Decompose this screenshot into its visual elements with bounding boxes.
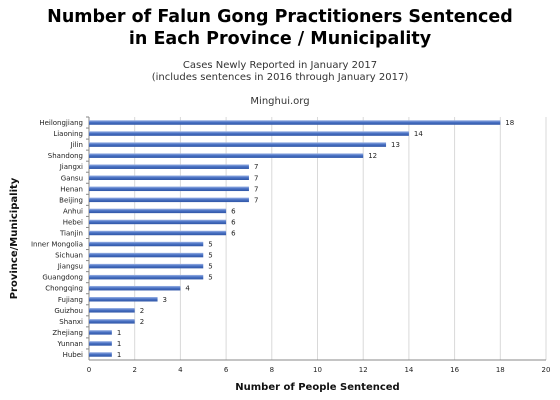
x-tick-label: 16 bbox=[450, 366, 459, 374]
bar-value-label: 7 bbox=[254, 196, 258, 204]
x-tick-label: 12 bbox=[359, 366, 368, 374]
bars bbox=[89, 120, 501, 357]
bar-value-label: 12 bbox=[368, 152, 377, 160]
category-label: Yunnan bbox=[56, 340, 83, 348]
category-label: Fujiang bbox=[58, 296, 83, 304]
bar-value-label: 2 bbox=[140, 307, 144, 315]
chart-subtitle-line-1: Cases Newly Reported in January 2017 bbox=[182, 60, 378, 71]
x-tick-label: 6 bbox=[224, 366, 229, 374]
category-label: Hebei bbox=[63, 218, 83, 226]
bar-value-label: 7 bbox=[254, 174, 258, 182]
bar bbox=[89, 164, 249, 169]
x-tick-label: 14 bbox=[404, 366, 413, 374]
x-tick-label: 0 bbox=[87, 366, 91, 374]
y-axis-title: Province/Municipality bbox=[9, 177, 20, 299]
bar-value-label: 1 bbox=[117, 351, 121, 359]
bar-value-label: 3 bbox=[163, 296, 167, 304]
bar bbox=[89, 330, 112, 335]
bar-value-label: 1 bbox=[117, 329, 121, 337]
category-label: Jiangsu bbox=[57, 263, 83, 271]
category-label: Heilongjiang bbox=[39, 119, 83, 127]
bar bbox=[89, 230, 227, 236]
bar bbox=[89, 175, 249, 180]
bar bbox=[89, 252, 204, 258]
bar-value-label: 6 bbox=[231, 229, 236, 237]
category-label: Guangdong bbox=[42, 274, 83, 282]
bar-value-label: 5 bbox=[208, 241, 212, 249]
bar-value-label: 1 bbox=[117, 340, 121, 348]
category-label: Tianjin bbox=[59, 229, 83, 237]
bar bbox=[89, 263, 204, 269]
bar-value-label: 6 bbox=[231, 207, 236, 215]
category-label: Henan bbox=[60, 185, 83, 193]
bar-value-label: 18 bbox=[505, 119, 514, 127]
category-label: Sichuan bbox=[55, 252, 83, 260]
bar bbox=[89, 241, 204, 247]
category-label: Gansu bbox=[61, 174, 83, 182]
x-tick-label: 20 bbox=[542, 366, 551, 374]
bar bbox=[89, 131, 409, 136]
chart-title-line-2: in Each Province / Municipality bbox=[128, 29, 432, 49]
bar bbox=[89, 308, 135, 313]
category-label: Zhejiang bbox=[52, 329, 83, 337]
bar bbox=[89, 208, 227, 214]
chart-source-label: Minghui.org bbox=[250, 96, 310, 107]
x-tick-label: 2 bbox=[132, 366, 136, 374]
bar bbox=[89, 153, 364, 158]
chart-subtitle-line-2: (includes sentences in 2016 through Janu… bbox=[151, 72, 409, 83]
bar bbox=[89, 197, 249, 203]
bar bbox=[89, 142, 387, 147]
category-label: Chongqing bbox=[45, 285, 83, 293]
x-tick-label: 10 bbox=[313, 366, 322, 374]
category-label: Jiangxi bbox=[59, 163, 83, 171]
bar bbox=[89, 186, 249, 192]
bar-value-label: 2 bbox=[140, 318, 144, 326]
bar bbox=[89, 341, 112, 346]
bar-value-label: 5 bbox=[208, 274, 212, 282]
category-label: Shanxi bbox=[59, 318, 83, 326]
category-label: Anhui bbox=[63, 207, 83, 215]
category-label: Hubei bbox=[63, 351, 83, 359]
category-label: Guizhou bbox=[54, 307, 83, 315]
category-label: Jilin bbox=[70, 141, 83, 149]
category-label: Inner Mongolia bbox=[31, 241, 83, 249]
x-tick-label: 4 bbox=[178, 366, 183, 374]
bar bbox=[89, 285, 181, 291]
x-axis-title: Number of People Sentenced bbox=[235, 382, 399, 393]
bar-value-label: 5 bbox=[208, 252, 212, 260]
category-label: Beijing bbox=[59, 196, 83, 204]
bar-value-label: 6 bbox=[231, 218, 236, 226]
bar bbox=[89, 297, 158, 302]
bar-value-label: 7 bbox=[254, 185, 258, 193]
bar-value-label: 13 bbox=[391, 141, 400, 149]
bar-value-label: 14 bbox=[414, 130, 423, 138]
x-tick-label: 8 bbox=[270, 366, 274, 374]
bar-value-label: 4 bbox=[185, 285, 190, 293]
bar bbox=[89, 319, 135, 324]
bar-value-label: 5 bbox=[208, 263, 212, 271]
chart-title-line-1: Number of Falun Gong Practitioners Sente… bbox=[47, 7, 513, 27]
bar bbox=[89, 120, 501, 125]
bar-value-label: 7 bbox=[254, 163, 258, 171]
bar bbox=[89, 352, 112, 357]
category-label: Shandong bbox=[48, 152, 83, 160]
category-label: Liaoning bbox=[53, 130, 83, 138]
bar bbox=[89, 219, 227, 225]
bar bbox=[89, 274, 204, 280]
x-tick-label: 18 bbox=[496, 366, 505, 374]
